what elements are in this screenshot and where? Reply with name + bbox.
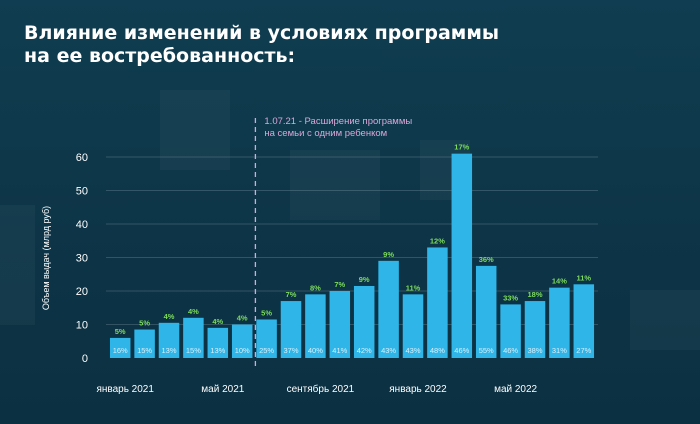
bar-inside-label: 46% [503,346,518,355]
bar-top-label: 4% [188,307,199,316]
annotation-line: на семьи с одним ребенком [264,128,387,139]
bar [353,285,375,358]
bar [378,260,399,358]
x-tick-label: январь 2021 [96,384,154,395]
bar-inside-label: 48% [430,346,445,355]
y-tick-label: 50 [76,186,88,198]
bar-top-label: 5% [261,308,272,317]
bar-top-label: 4% [164,312,175,321]
bar-top-label: 5% [139,319,150,328]
bar [256,319,277,358]
bar-top-label: 9% [359,275,370,284]
bar-top-label: 7% [334,280,345,289]
bar [158,322,180,358]
bar [402,294,424,358]
y-tick-label: 10 [76,320,88,332]
bar-inside-label: 42% [357,346,372,355]
bar-top-label: 33% [503,293,518,302]
y-tick-label: 30 [76,253,88,265]
bar-inside-label: 37% [283,346,298,355]
bar-inside-label: 10% [235,346,250,355]
annotation-line: 1.07.21 - Расширение программы [264,116,412,127]
bar-inside-label: 38% [527,346,542,355]
page-title: Влияние изменений в условиях программы н… [24,22,499,68]
bar-top-label: 12% [430,236,445,245]
bar-top-label: 11% [576,273,591,282]
bar-top-label: 4% [212,317,223,326]
x-tick-label: май 2022 [494,384,537,395]
bar [231,324,253,358]
bar-inside-label: 13% [161,346,176,355]
title-line: на ее востребованность: [24,45,296,67]
bar-top-label: 7% [286,290,297,299]
bar-inside-labels: 16% 15% 13% 15% 13% 10% 25% 37% 40% 41% 42% 43% 43% 4… [113,346,592,355]
bar-top-label: 8% [310,283,321,292]
y-tick-label: 60 [76,152,88,164]
bar-top-label: 11% [406,283,421,292]
bar-top-label: 14% [552,277,567,286]
bar-inside-label: 46% [454,346,469,355]
bar-inside-label: 13% [210,346,225,355]
bar-top-label: 5% [115,327,126,336]
bars [109,153,595,358]
bar-inside-label: 16% [113,346,128,355]
bar [280,301,302,358]
bar [183,317,204,358]
bar-inside-label: 31% [552,346,567,355]
gridlines [106,156,598,325]
bar [573,284,595,358]
bar [475,265,497,358]
bar [524,301,546,358]
bar-inside-label: 43% [381,346,396,355]
bar [549,287,570,358]
bar-top-label: 17% [454,143,469,152]
x-tick-label: май 2021 [201,384,244,395]
bar-top-labels: 5% 5% 4% 4% 4% 4% 5% 7% 8% 7% 9% 9% 11% 12% 17% 36% 33% 1… [115,143,592,336]
bar [109,337,131,358]
bar [500,304,521,358]
bar-inside-label: 55% [479,346,494,355]
bar-inside-label: 27% [576,346,591,355]
bar-inside-label: 41% [332,346,347,355]
title-line: Влияние изменений в условиях программы [24,22,500,44]
bar [451,153,473,358]
x-axis-ticks: январь 2021 май 2021 сентябрь 2021 январь 2… [96,383,537,395]
bar-inside-label: 15% [137,346,152,355]
bar-inside-label: 15% [186,346,201,355]
bar-inside-label: 40% [308,346,323,355]
y-axis-ticks: 0 10 20 30 40 50 60 [76,152,88,365]
bar [134,329,155,358]
x-tick-label: январь 2022 [389,384,447,395]
bar [207,327,229,358]
bar-inside-label: 25% [259,346,274,355]
bar-top-label: 4% [237,314,248,323]
bar [305,294,326,358]
bar [329,291,351,358]
x-tick-label: сентябрь 2021 [287,383,355,395]
y-tick-label: 20 [76,286,88,298]
y-axis-label: Объем выдач (млрд руб) [41,206,51,310]
bar-inside-label: 43% [405,346,420,355]
bar [427,247,448,358]
bar-top-label: 18% [527,290,542,299]
y-tick-label: 40 [76,219,88,231]
bar-top-label: 36% [479,255,494,264]
y-tick-label: 0 [82,353,88,365]
bar-top-label: 9% [383,250,394,259]
